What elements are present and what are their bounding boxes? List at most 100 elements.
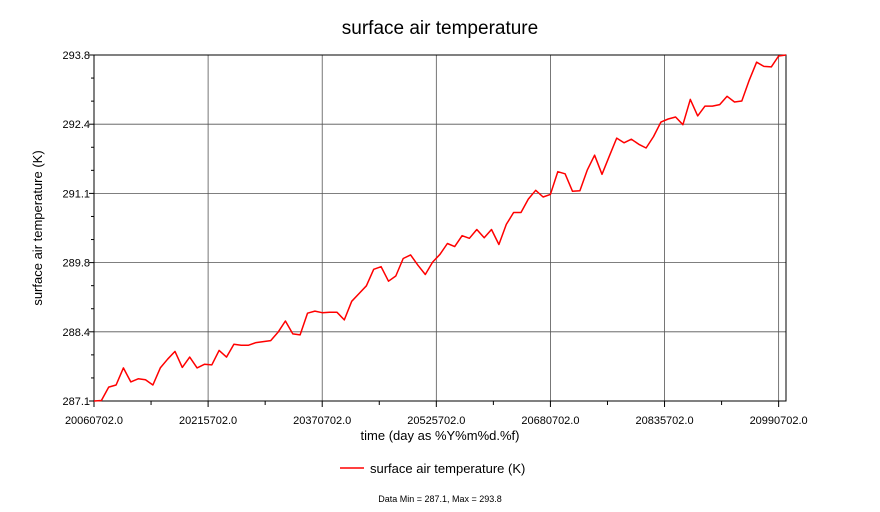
data-point[interactable]	[748, 79, 751, 82]
data-point[interactable]	[645, 147, 648, 150]
data-point[interactable]	[181, 366, 184, 369]
data-point[interactable]	[232, 343, 235, 346]
data-point[interactable]	[601, 173, 604, 176]
x-tick-label: 20680702.0	[521, 415, 579, 427]
data-point[interactable]	[284, 320, 287, 323]
data-point[interactable]	[446, 242, 449, 245]
data-point[interactable]	[505, 223, 508, 226]
data-point[interactable]	[372, 268, 375, 271]
data-point[interactable]	[358, 292, 361, 295]
data-point[interactable]	[542, 196, 545, 199]
data-point[interactable]	[424, 273, 427, 276]
data-point[interactable]	[93, 400, 96, 403]
data-point[interactable]	[159, 366, 162, 369]
data-point[interactable]	[608, 155, 611, 158]
data-point[interactable]	[785, 54, 788, 57]
data-point[interactable]	[210, 363, 213, 366]
data-point[interactable]	[255, 341, 258, 344]
data-point[interactable]	[277, 331, 280, 334]
data-point[interactable]	[240, 344, 243, 347]
data-point[interactable]	[652, 135, 655, 138]
data-point[interactable]	[225, 356, 228, 359]
data-point[interactable]	[431, 261, 434, 264]
data-point[interactable]	[770, 65, 773, 68]
data-point[interactable]	[755, 61, 758, 64]
data-point[interactable]	[704, 105, 707, 108]
data-point[interactable]	[468, 237, 471, 240]
data-point[interactable]	[534, 189, 537, 192]
data-point[interactable]	[291, 332, 294, 335]
data-point[interactable]	[166, 358, 169, 361]
data-point[interactable]	[711, 105, 714, 108]
data-point[interactable]	[151, 384, 154, 387]
data-point[interactable]	[218, 349, 221, 352]
data-point[interactable]	[667, 118, 670, 121]
data-point[interactable]	[328, 311, 331, 314]
y-axis-label: surface air temperature (K)	[30, 150, 45, 305]
data-point[interactable]	[586, 169, 589, 172]
data-point[interactable]	[689, 98, 692, 101]
data-point[interactable]	[483, 236, 486, 239]
data-point[interactable]	[659, 121, 662, 124]
data-point[interactable]	[475, 228, 478, 231]
data-point[interactable]	[335, 311, 338, 314]
series-line[interactable]	[93, 54, 787, 402]
data-point[interactable]	[394, 275, 397, 278]
data-point[interactable]	[402, 257, 405, 260]
data-point[interactable]	[571, 190, 574, 193]
data-point[interactable]	[718, 103, 721, 106]
legend: surface air temperature (K)	[340, 461, 525, 476]
data-point[interactable]	[549, 193, 552, 196]
data-point[interactable]	[674, 116, 677, 119]
data-point[interactable]	[269, 339, 272, 342]
data-point[interactable]	[321, 311, 324, 314]
data-point[interactable]	[578, 189, 581, 192]
data-point[interactable]	[144, 378, 147, 381]
data-point[interactable]	[299, 333, 302, 336]
data-point[interactable]	[107, 386, 110, 389]
data-point[interactable]	[380, 265, 383, 268]
data-point[interactable]	[350, 300, 353, 303]
data-point[interactable]	[188, 356, 191, 359]
data-point[interactable]	[409, 253, 412, 256]
data-point[interactable]	[416, 264, 419, 267]
data-point[interactable]	[637, 143, 640, 146]
data-point[interactable]	[740, 100, 743, 103]
data-point[interactable]	[726, 95, 729, 98]
data-point[interactable]	[313, 310, 316, 313]
data-point[interactable]	[247, 344, 250, 347]
data-point[interactable]	[387, 280, 390, 283]
data-point[interactable]	[564, 172, 567, 175]
data-point[interactable]	[762, 65, 765, 68]
data-point[interactable]	[439, 253, 442, 256]
data-point[interactable]	[512, 211, 515, 214]
data-point[interactable]	[137, 377, 140, 380]
data-point[interactable]	[696, 114, 699, 117]
data-point[interactable]	[556, 170, 559, 173]
data-point[interactable]	[365, 284, 368, 287]
data-point[interactable]	[593, 154, 596, 157]
data-point[interactable]	[196, 366, 199, 369]
data-point[interactable]	[630, 138, 633, 141]
x-tick-label: 20060702.0	[65, 415, 123, 427]
data-point[interactable]	[733, 101, 736, 104]
data-point[interactable]	[623, 141, 626, 144]
data-point[interactable]	[262, 340, 265, 343]
data-point[interactable]	[129, 380, 132, 383]
data-point[interactable]	[453, 245, 456, 248]
data-point[interactable]	[115, 384, 118, 387]
data-point[interactable]	[306, 312, 309, 315]
data-point[interactable]	[681, 123, 684, 126]
data-point[interactable]	[343, 318, 346, 321]
data-point[interactable]	[203, 363, 206, 366]
data-point[interactable]	[520, 211, 523, 214]
data-point[interactable]	[777, 55, 780, 58]
data-point[interactable]	[490, 228, 493, 231]
data-point[interactable]	[174, 350, 177, 353]
data-point[interactable]	[461, 234, 464, 237]
data-point[interactable]	[497, 243, 500, 246]
data-point[interactable]	[122, 366, 125, 369]
data-point[interactable]	[615, 137, 618, 140]
data-point[interactable]	[527, 198, 530, 201]
data-point[interactable]	[100, 399, 103, 402]
